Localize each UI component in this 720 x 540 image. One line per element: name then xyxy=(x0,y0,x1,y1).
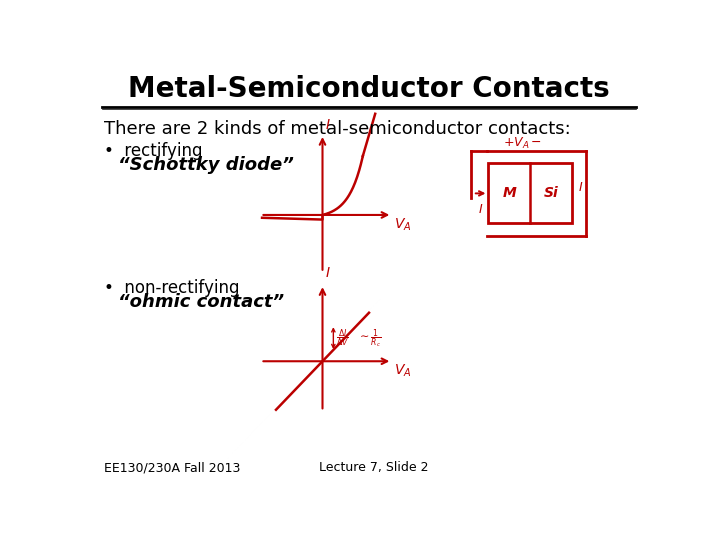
Text: $V_A$: $V_A$ xyxy=(394,363,411,379)
Text: “ohmic contact”: “ohmic contact” xyxy=(118,293,284,310)
Text: M: M xyxy=(503,186,516,200)
Text: I: I xyxy=(325,266,330,280)
Text: $+V_A-$: $+V_A-$ xyxy=(503,136,542,151)
Text: Lecture 7, Slide 2: Lecture 7, Slide 2 xyxy=(319,462,428,475)
Text: I: I xyxy=(479,202,482,215)
Text: $\sim \frac{1}{R_c}$: $\sim \frac{1}{R_c}$ xyxy=(356,327,381,349)
Text: •  rectifying: • rectifying xyxy=(104,142,202,160)
Text: I: I xyxy=(325,118,330,132)
Bar xyxy=(488,164,572,224)
Text: $V_A$: $V_A$ xyxy=(394,217,411,233)
Text: I: I xyxy=(578,181,582,194)
Text: Metal-Semiconductor Contacts: Metal-Semiconductor Contacts xyxy=(128,76,610,104)
Text: There are 2 kinds of metal-semiconductor contacts:: There are 2 kinds of metal-semiconductor… xyxy=(104,120,571,138)
Text: “Schottky diode”: “Schottky diode” xyxy=(118,156,294,174)
Text: $\frac{\Delta I}{\Delta V}$: $\frac{\Delta I}{\Delta V}$ xyxy=(336,327,349,349)
Text: Si: Si xyxy=(544,186,559,200)
Text: •  non-rectifying: • non-rectifying xyxy=(104,279,240,297)
Text: EE130/230A Fall 2013: EE130/230A Fall 2013 xyxy=(104,462,240,475)
